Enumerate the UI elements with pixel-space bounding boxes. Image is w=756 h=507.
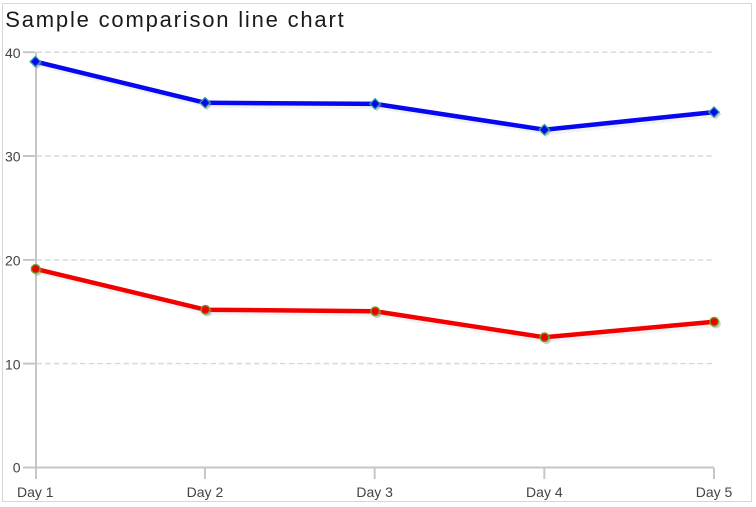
svg-text:Day 4: Day 4 xyxy=(526,484,563,500)
svg-text:Sample comparison line chart: Sample comparison line chart xyxy=(5,7,345,32)
svg-text:40: 40 xyxy=(5,45,21,61)
svg-text:30: 30 xyxy=(5,149,21,165)
svg-text:Day 1: Day 1 xyxy=(17,484,54,500)
svg-text:0: 0 xyxy=(13,460,21,476)
svg-text:10: 10 xyxy=(5,356,21,372)
svg-text:20: 20 xyxy=(5,253,21,269)
svg-text:Day 3: Day 3 xyxy=(356,484,393,500)
svg-text:Day 5: Day 5 xyxy=(696,484,733,500)
svg-text:Day 2: Day 2 xyxy=(187,484,224,500)
